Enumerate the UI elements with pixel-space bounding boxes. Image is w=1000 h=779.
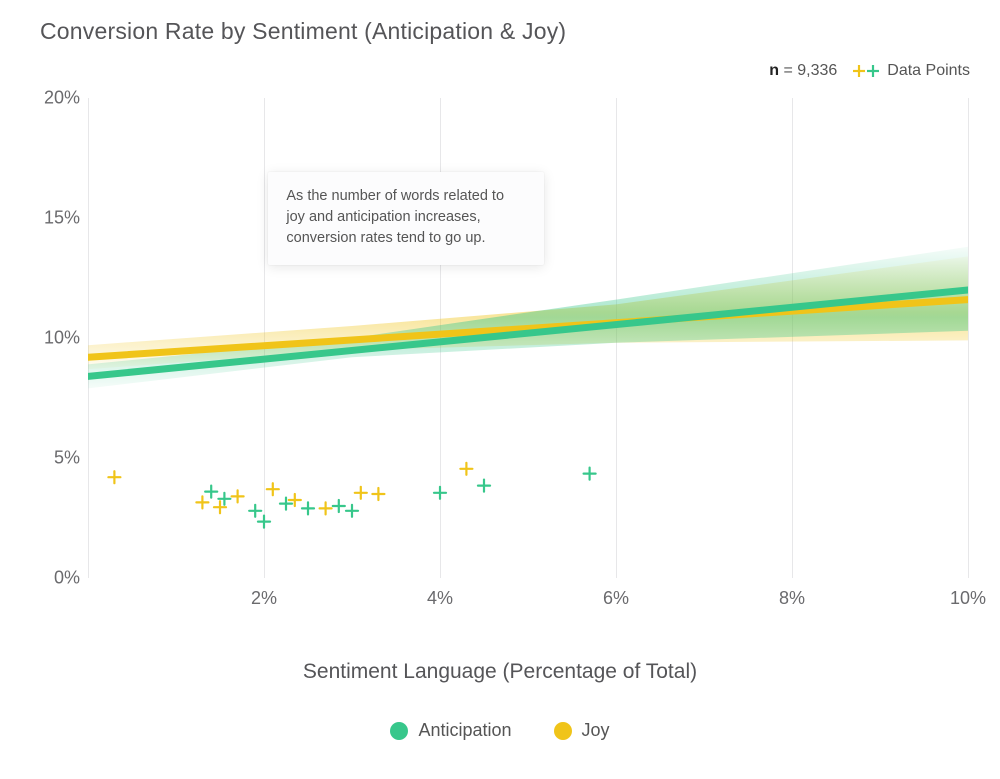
- x-tick-label: 10%: [950, 588, 986, 609]
- chart-container: Conversion Rate by Sentiment (Anticipati…: [0, 0, 1000, 779]
- x-tick-label: 2%: [251, 588, 277, 609]
- plot-area: As the number of words related to joy an…: [88, 98, 968, 578]
- y-tick-label: 5%: [34, 448, 80, 469]
- data-points-legend: Data Points: [853, 62, 970, 80]
- chart-title: Conversion Rate by Sentiment (Anticipati…: [40, 18, 566, 45]
- n-symbol: n: [769, 62, 779, 79]
- annotation-callout: As the number of words related to joy an…: [268, 172, 544, 265]
- gridline: [968, 98, 969, 578]
- y-tick-label: 10%: [34, 328, 80, 349]
- legend-item-joy: Joy: [554, 720, 610, 741]
- y-tick-label: 20%: [34, 88, 80, 109]
- annotation-text: As the number of words related to joy an…: [286, 188, 504, 246]
- x-tick-label: 8%: [779, 588, 805, 609]
- plus-icon-pair: [853, 62, 881, 80]
- legend-item-anticipation: Anticipation: [390, 720, 511, 741]
- legend-bottom: Anticipation Joy: [0, 720, 1000, 741]
- swatch-joy-icon: [554, 722, 572, 740]
- x-tick-label: 4%: [427, 588, 453, 609]
- swatch-anticipation-icon: [390, 722, 408, 740]
- y-tick-label: 15%: [34, 208, 80, 229]
- y-tick-label: 0%: [34, 568, 80, 589]
- legend-label-anticipation: Anticipation: [418, 720, 511, 741]
- x-tick-label: 6%: [603, 588, 629, 609]
- n-value: 9,336: [797, 62, 837, 79]
- x-axis-title: Sentiment Language (Percentage of Total): [0, 660, 1000, 684]
- legend-top: n = 9,336 Data Points: [769, 62, 970, 80]
- legend-label-joy: Joy: [582, 720, 610, 741]
- chart-area: 0%5%10%15%20% As the number of words rel…: [40, 90, 980, 620]
- data-points-text: Data Points: [887, 62, 970, 80]
- sample-size-label: n = 9,336: [769, 62, 837, 80]
- chart-svg: [88, 98, 968, 578]
